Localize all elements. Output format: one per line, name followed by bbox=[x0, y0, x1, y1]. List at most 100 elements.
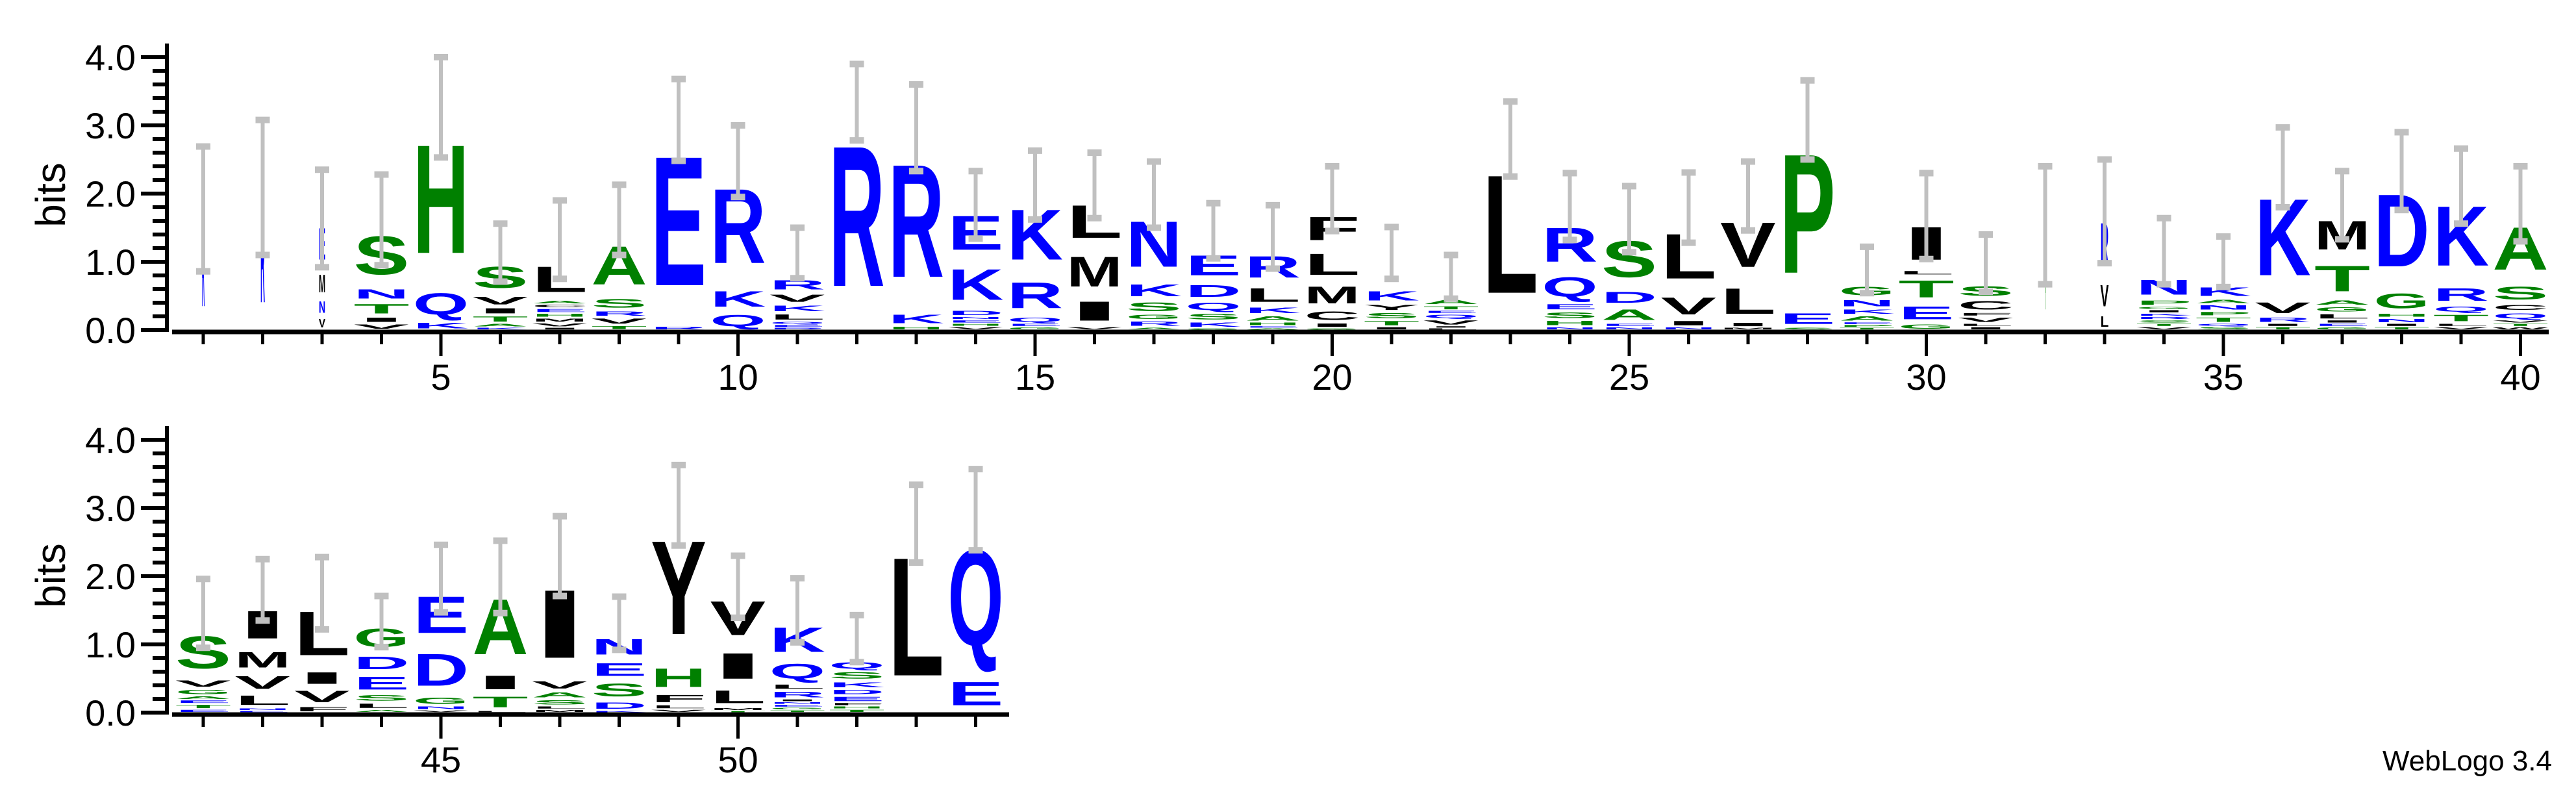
y-axis-label: bits bbox=[27, 543, 74, 608]
logo-letter-N: N bbox=[354, 286, 410, 301]
logo-letter-V: V bbox=[2493, 320, 2549, 323]
logo-letter-F: F bbox=[651, 693, 707, 705]
x-tick-label: 50 bbox=[718, 739, 758, 780]
logo-letter-F: F bbox=[294, 706, 350, 713]
logo-letter-K: K bbox=[769, 304, 825, 313]
logo-letter-V: V bbox=[1067, 327, 1123, 330]
logo-letter-I: I bbox=[1305, 322, 1360, 327]
logo-letter-M: M bbox=[532, 709, 588, 713]
logo-letter-G: G bbox=[2314, 306, 2370, 313]
logo-column: THFEDKSQ bbox=[829, 660, 885, 713]
logo-letter-E: E bbox=[948, 675, 1004, 713]
logo-letter-Q: Q bbox=[1423, 314, 1479, 319]
y-axis-label: bits bbox=[27, 162, 74, 227]
logo-letter-K: K bbox=[948, 260, 1004, 309]
logo-letter-K: K bbox=[710, 286, 766, 312]
logo-letter-E: E bbox=[2314, 324, 2370, 327]
logo-letter-M: M bbox=[1067, 249, 1123, 296]
logo-letter-K: K bbox=[888, 312, 944, 326]
logo-letter-G: G bbox=[769, 707, 825, 710]
logo-letter-N: N bbox=[948, 316, 1004, 320]
logo-letter-S: S bbox=[354, 694, 410, 703]
logo-letter-E: E bbox=[175, 709, 231, 713]
logo-letter-A: A bbox=[532, 691, 588, 699]
logo-letter-V: V bbox=[769, 292, 825, 304]
logo-letter-L: L bbox=[1305, 247, 1360, 281]
logo-letter-R: R bbox=[2255, 316, 2311, 323]
logo-letter-D: D bbox=[354, 653, 410, 673]
logo-letter-H: H bbox=[829, 705, 885, 709]
logo-letter-G: G bbox=[2314, 327, 2370, 330]
logo-letter-G: G bbox=[413, 696, 469, 706]
logo-letter-N: N bbox=[319, 298, 325, 316]
logo-letter-I: I bbox=[710, 646, 766, 687]
logo-letter-V: V bbox=[2101, 279, 2109, 313]
logo-letter-A: A bbox=[473, 323, 529, 327]
logo-letter-V: V bbox=[354, 324, 410, 330]
logo-letter-K: K bbox=[1126, 281, 1182, 300]
logo-letter-N: N bbox=[2195, 304, 2251, 311]
logo-letter-I: I bbox=[473, 672, 529, 694]
logo-letter-T: T bbox=[592, 325, 647, 330]
logo-letter-S: S bbox=[829, 670, 885, 681]
logo-letter-V: V bbox=[473, 294, 529, 307]
logo-panel-bottom: bits 0.01.02.03.04.0ETEAGVSENLVMIFVILALS… bbox=[27, 420, 1009, 780]
logo-letter-E: E bbox=[592, 659, 647, 679]
logo-letter-N: N bbox=[1601, 327, 1657, 330]
logo-letter-L: L bbox=[235, 693, 291, 708]
logo-letter-L: L bbox=[354, 702, 410, 709]
logo-letter-S: S bbox=[592, 680, 647, 700]
logo-letter-D: D bbox=[1186, 282, 1242, 301]
logo-letter-E: E bbox=[829, 696, 885, 702]
logo-letter-V: V bbox=[592, 317, 647, 325]
logo-letter-D: D bbox=[413, 644, 469, 695]
logo-letter-G: G bbox=[1186, 328, 1242, 330]
logo-letter-L: L bbox=[1245, 285, 1301, 307]
logo-letter-A: A bbox=[1839, 315, 1895, 322]
logo-letter-L: L bbox=[710, 687, 766, 707]
logo-letter-A: A bbox=[2314, 299, 2370, 306]
logo-letter-A: A bbox=[354, 709, 410, 713]
logo-column: VNGDE bbox=[413, 586, 469, 713]
logo-letter-T: T bbox=[769, 710, 825, 713]
x-tick-label: 35 bbox=[2203, 357, 2244, 398]
logo-letter-I: I bbox=[1720, 322, 1776, 327]
logo-letter-V: V bbox=[2255, 299, 2311, 316]
y-tick-label: 3.0 bbox=[85, 488, 136, 529]
logo-letter-S: S bbox=[1364, 312, 1419, 320]
logo-letter-Q: Q bbox=[2195, 323, 2251, 326]
logo-letter-R: R bbox=[1126, 320, 1182, 327]
logo-letter-A: A bbox=[1245, 328, 1301, 330]
logo-letter-A: A bbox=[532, 300, 588, 304]
logo-letter-V: V bbox=[651, 709, 707, 713]
logo-letter-C: C bbox=[532, 304, 588, 308]
y-tick-label: 0.0 bbox=[85, 692, 136, 733]
logo-letter-K: K bbox=[2136, 313, 2192, 316]
logo-letter-T: T bbox=[2195, 316, 2251, 323]
logo-letter-R: R bbox=[592, 311, 647, 317]
logo-letter-D: D bbox=[948, 310, 1004, 316]
logo-letter-S: S bbox=[592, 297, 647, 311]
logo-letter-H: H bbox=[1542, 320, 1598, 326]
logo-column: R bbox=[260, 190, 265, 330]
logo-letter-I: I bbox=[473, 307, 529, 315]
y-tick-label: 1.0 bbox=[85, 624, 136, 665]
logo-letter-H: H bbox=[948, 323, 1004, 326]
logo-letter-G: G bbox=[1007, 327, 1063, 330]
logo-letter-L: L bbox=[532, 706, 588, 709]
logo-letter-T: T bbox=[829, 709, 885, 713]
logo-letter-V: V bbox=[1661, 292, 1717, 320]
logo-letter-L: L bbox=[2314, 313, 2370, 320]
logo-letter-V: V bbox=[948, 327, 1004, 330]
logo-letter-C: C bbox=[2493, 303, 2549, 312]
logo-letter-T: T bbox=[354, 301, 410, 316]
logo-letter-E: E bbox=[1899, 303, 1955, 323]
logo-letter-S: S bbox=[1780, 327, 1836, 330]
